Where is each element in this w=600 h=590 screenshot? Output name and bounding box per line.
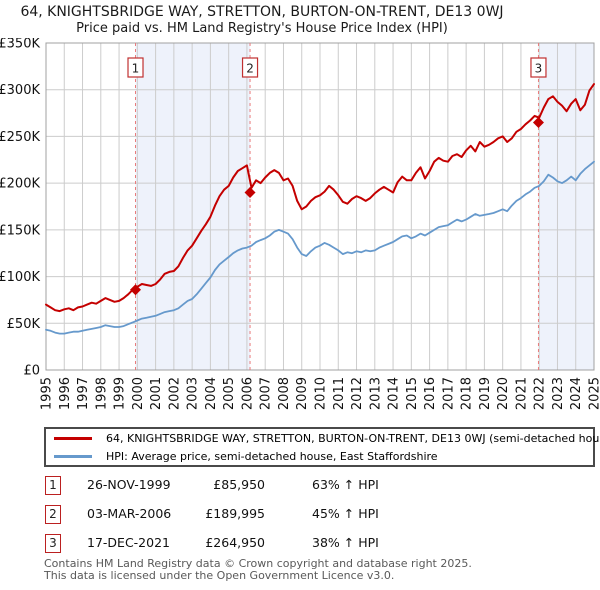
- transaction-price: £189,995: [205, 506, 265, 521]
- plot-frame: [45, 42, 595, 371]
- x-tick-label: 2023: [551, 377, 566, 410]
- legend-label-price: 64, KNIGHTSBRIDGE WAY, STRETTON, BURTON-…: [106, 431, 600, 445]
- sale-point-diamond: [130, 284, 142, 296]
- transaction-number-badge: 2: [45, 505, 61, 524]
- y-tick-label: £100K: [0, 270, 40, 285]
- transaction-price: £264,950: [205, 535, 265, 550]
- transaction-date: 17-DEC-2021: [87, 535, 170, 550]
- transaction-number-badge: 1: [45, 476, 61, 495]
- x-tick-label: 2000: [131, 377, 146, 410]
- transaction-hpi-delta: 63% ↑ HPI: [312, 477, 379, 492]
- y-tick-label: £200K: [0, 177, 40, 192]
- x-tick-label: 2013: [368, 377, 383, 410]
- y-tick-label: £300K: [0, 83, 40, 98]
- transaction-hpi-delta: 38% ↑ HPI: [312, 535, 379, 550]
- hpi-line: [45, 160, 595, 335]
- legend-label-hpi: HPI: Average price, semi-detached house,…: [106, 449, 438, 463]
- sale-point-diamond: [244, 186, 256, 198]
- sale-number-label: 2: [246, 62, 254, 76]
- transaction-row-3: 3 17-DEC-2021 £264,950 38% ↑ HPI: [0, 534, 600, 553]
- transaction-price: £85,950: [213, 477, 265, 492]
- sale-number-box: [241, 57, 259, 78]
- x-tick-label: 2004: [204, 377, 219, 410]
- x-tick-label: 2012: [350, 377, 365, 410]
- legend-item-price: 64, KNIGHTSBRIDGE WAY, STRETTON, BURTON-…: [46, 429, 600, 447]
- x-tick-label: 2024: [569, 377, 584, 410]
- x-tick-label: 2011: [332, 377, 347, 410]
- x-tick-label: 1999: [113, 377, 128, 410]
- y-tick-label: £50K: [7, 317, 41, 332]
- x-tick-label: 2002: [167, 377, 182, 410]
- sale-number-label: 3: [535, 62, 543, 76]
- page-subtitle: Price paid vs. HM Land Registry's House …: [76, 21, 448, 36]
- x-tick-label: 2008: [277, 377, 292, 410]
- x-tick-label: 2019: [478, 377, 493, 410]
- x-tick-label: 1998: [94, 377, 109, 410]
- x-tick-label: 2017: [441, 377, 456, 410]
- sale-number-box: [530, 57, 547, 78]
- x-tick-label: 1996: [58, 377, 73, 410]
- footer-line-2: This data is licensed under the Open Gov…: [44, 568, 395, 582]
- x-tick-label: 2021: [514, 377, 529, 410]
- x-tick-label: 2025: [588, 377, 600, 410]
- price-line-swatch: [54, 436, 92, 440]
- y-tick-label: £150K: [0, 223, 40, 238]
- x-tick-label: 2016: [423, 377, 438, 410]
- transaction-row-1: 1 26-NOV-1999 £85,950 63% ↑ HPI: [0, 476, 600, 495]
- transaction-number-badge: 3: [45, 534, 61, 553]
- x-tick-label: 2022: [533, 377, 548, 410]
- x-tick-label: 2010: [314, 377, 329, 410]
- footer-line-1: Contains HM Land Registry data © Crown c…: [44, 557, 472, 570]
- chart-legend: 64, KNIGHTSBRIDGE WAY, STRETTON, BURTON-…: [44, 427, 600, 467]
- x-tick-label: 2020: [496, 377, 511, 410]
- sale-point-diamond: [532, 116, 544, 128]
- x-tick-label: 2003: [186, 377, 201, 410]
- ownership-band: [135, 43, 251, 370]
- sale-number-label: 1: [132, 62, 140, 76]
- x-tick-label: 2014: [387, 377, 402, 410]
- transaction-row-2: 2 03-MAR-2006 £189,995 45% ↑ HPI: [0, 505, 600, 524]
- transaction-date: 03-MAR-2006: [87, 506, 172, 521]
- x-tick-label: 2007: [259, 377, 274, 410]
- x-tick-label: 2005: [222, 377, 237, 410]
- transaction-hpi-delta: 45% ↑ HPI: [312, 506, 379, 521]
- price-chart: 1 2 3 £0 £50K £100K £150K £200K £250K £300K £350K 1…: [0, 38, 600, 410]
- y-tick-label: £350K: [0, 38, 40, 52]
- x-tick-label: 2006: [240, 377, 255, 410]
- transaction-date: 26-NOV-1999: [87, 477, 171, 492]
- x-tick-label: 1995: [40, 377, 55, 410]
- ownership-band: [538, 43, 594, 370]
- x-tick-label: 2018: [460, 377, 475, 410]
- y-tick-label: £250K: [0, 130, 40, 145]
- license-footer: Contains HM Land Registry data © Crown c…: [44, 558, 584, 581]
- page-title: 64, KNIGHTSBRIDGE WAY, STRETTON, BURTON-…: [20, 4, 504, 20]
- legend-item-hpi: HPI: Average price, semi-detached house,…: [46, 447, 593, 465]
- x-tick-label: 1997: [76, 377, 91, 410]
- sale-number-box: [127, 57, 144, 78]
- x-tick-label: 2009: [295, 377, 310, 410]
- x-tick-label: 2001: [149, 377, 164, 410]
- hpi-line-swatch: [54, 454, 92, 458]
- x-tick-label: 2015: [405, 377, 420, 410]
- y-tick-label: £0: [23, 364, 40, 379]
